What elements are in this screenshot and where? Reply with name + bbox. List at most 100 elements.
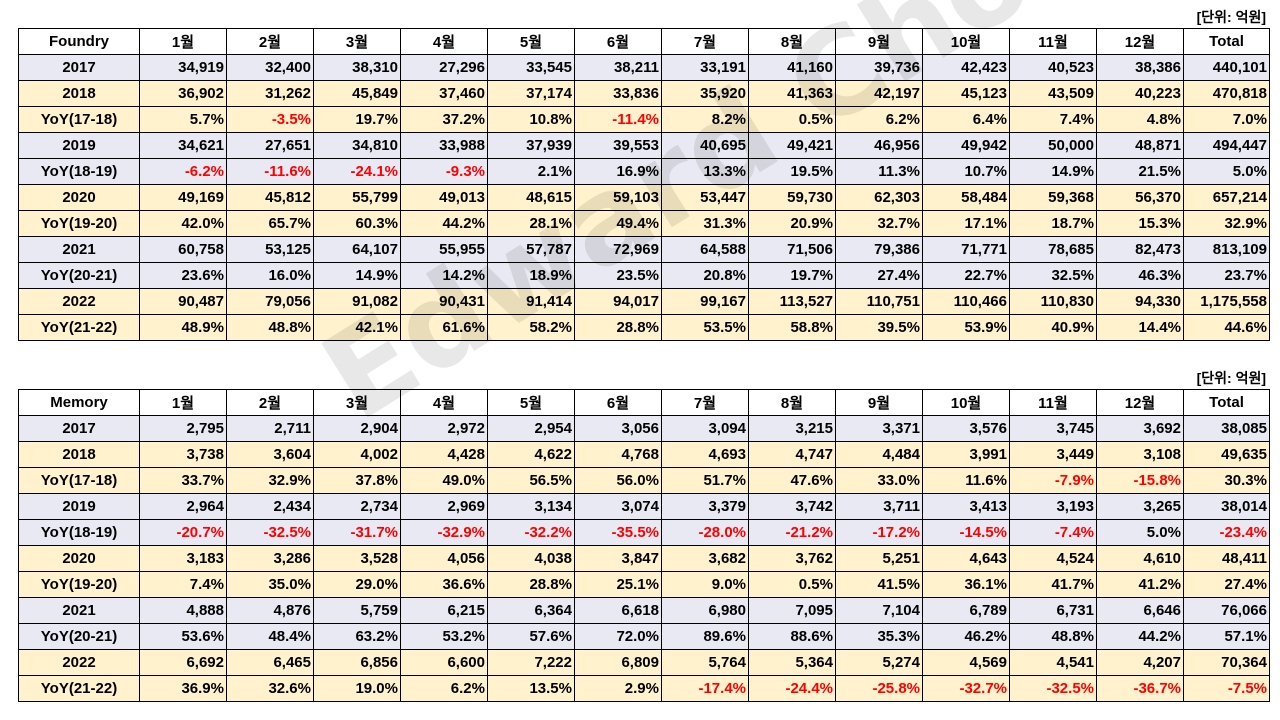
table-cell: 45,123	[922, 80, 1010, 107]
table-cell: 28.1%	[487, 210, 575, 237]
table-cell: 36.9%	[139, 675, 227, 702]
table-cell: 27.4%	[835, 262, 923, 289]
table-cell: 53.6%	[139, 623, 227, 650]
table-cell: 48,871	[1096, 132, 1184, 159]
table-cell: 2,795	[139, 415, 227, 442]
table-cell: 7.4%	[1009, 106, 1097, 133]
table-cell: 11.6%	[922, 467, 1010, 494]
table-row: 2020 3,183 3,286 3,528 4,056 4,038 3,847 3,682 3…	[18, 545, 1270, 572]
table-header-row: Memory 1월 2월 3월 4월 5월 6월 7월 8월 9월 10월 11월 12월 Total	[18, 389, 1270, 416]
table-cell: 113,527	[748, 288, 836, 315]
table-row: 2017 2,795 2,711 2,904 2,972 2,954 3,056 3,094 3…	[18, 415, 1270, 442]
table-cell: 76,066	[1183, 597, 1270, 624]
table-cell: 5.0%	[1096, 519, 1184, 546]
column-header: 10월	[922, 28, 1010, 55]
table-cell: 0.5%	[748, 571, 836, 598]
table-cell: 48,615	[487, 184, 575, 211]
table-cell: 37.2%	[400, 106, 488, 133]
table-cell: 6,692	[139, 649, 227, 676]
table-cell: 32.6%	[226, 675, 314, 702]
table-cell: 3,847	[574, 545, 662, 572]
table-cell: 3,193	[1009, 493, 1097, 520]
table-cell: -36.7%	[1096, 675, 1184, 702]
table-cell: 19.7%	[748, 262, 836, 289]
table-cell: 36.1%	[922, 571, 1010, 598]
table-row: 2022 6,692 6,465 6,856 6,600 7,222 6,809 5,764 5…	[18, 649, 1270, 676]
table-cell: 3,692	[1096, 415, 1184, 442]
row-label: YoY(18-19)	[18, 158, 140, 185]
table-row: YoY(19-20) 7.4% 35.0% 29.0% 36.6% 28.8% 25.1% 9…	[18, 571, 1270, 598]
table-cell: 28.8%	[574, 314, 662, 341]
table-cell: 4,747	[748, 441, 836, 468]
table-cell: 3,371	[835, 415, 923, 442]
table-cell: 65.7%	[226, 210, 314, 237]
table-cell: 18.9%	[487, 262, 575, 289]
table-cell: 89.6%	[661, 623, 749, 650]
table-cell: 4,484	[835, 441, 923, 468]
table-cell: 3,215	[748, 415, 836, 442]
table-cell: 34,919	[139, 54, 227, 81]
table-cell: -20.7%	[139, 519, 227, 546]
table-cell: 33,988	[400, 132, 488, 159]
table-cell: 53,125	[226, 236, 314, 263]
column-header: 3월	[313, 389, 401, 416]
table-cell: 813,109	[1183, 236, 1270, 263]
table-cell: 17.1%	[922, 210, 1010, 237]
row-label: YoY(20-21)	[18, 623, 140, 650]
table-cell: 62,303	[835, 184, 923, 211]
table-cell: 79,386	[835, 236, 923, 263]
table-cell: 99,167	[661, 288, 749, 315]
table-cell: -7.4%	[1009, 519, 1097, 546]
table-cell: 5,759	[313, 597, 401, 624]
row-label: YoY(19-20)	[18, 571, 140, 598]
table-cell: 94,017	[574, 288, 662, 315]
table-cell: 31,262	[226, 80, 314, 107]
table-cell: -24.4%	[748, 675, 836, 702]
table-cell: 49,421	[748, 132, 836, 159]
row-label: YoY(21-22)	[18, 675, 140, 702]
table-cell: 38,211	[574, 54, 662, 81]
table-cell: 82,473	[1096, 236, 1184, 263]
table-cell: -9.3%	[400, 158, 488, 185]
table-cell: 39,553	[574, 132, 662, 159]
table-row: YoY(20-21) 53.6% 48.4% 63.2% 53.2% 57.6% 72.0%…	[18, 623, 1270, 650]
table-cell: 15.3%	[1096, 210, 1184, 237]
table-cell: 57,787	[487, 236, 575, 263]
table-row: 2018 36,902 31,262 45,849 37,460 37,174 33,836…	[18, 80, 1270, 107]
table-cell: 10.8%	[487, 106, 575, 133]
table-cell: 53,447	[661, 184, 749, 211]
table-cell: 57.6%	[487, 623, 575, 650]
table-cell: 3,265	[1096, 493, 1184, 520]
table-cell: 3,762	[748, 545, 836, 572]
table-cell: 35.3%	[835, 623, 923, 650]
row-label: YoY(19-20)	[18, 210, 140, 237]
table-cell: 34,621	[139, 132, 227, 159]
table-cell: 90,487	[139, 288, 227, 315]
row-label: 2019	[18, 132, 140, 159]
table-cell: 27,651	[226, 132, 314, 159]
table-cell: 2,734	[313, 493, 401, 520]
table-title-cell: Memory	[18, 389, 140, 416]
table-cell: -21.2%	[748, 519, 836, 546]
table-cell: 59,103	[574, 184, 662, 211]
foundry-table: Foundry 1월 2월 3월 4월 5월 6월 7월 8월 9월 10월 11월 12월 Total …	[18, 28, 1270, 341]
table-cell: 53.2%	[400, 623, 488, 650]
table-cell: 49,169	[139, 184, 227, 211]
table-cell: 110,751	[835, 288, 923, 315]
table-cell: -11.4%	[574, 106, 662, 133]
row-label: 2017	[18, 54, 140, 81]
table-cell: 3,742	[748, 493, 836, 520]
table-cell: -23.4%	[1183, 519, 1270, 546]
table-cell: 4,768	[574, 441, 662, 468]
table-cell: 88.6%	[748, 623, 836, 650]
column-header: 10월	[922, 389, 1010, 416]
table-cell: 4,643	[922, 545, 1010, 572]
table-cell: -35.5%	[574, 519, 662, 546]
row-label: YoY(18-19)	[18, 519, 140, 546]
table-cell: 2,954	[487, 415, 575, 442]
table-cell: 48,411	[1183, 545, 1270, 572]
table-cell: -14.5%	[922, 519, 1010, 546]
table-row: 2021 4,888 4,876 5,759 6,215 6,364 6,618 6,980 7…	[18, 597, 1270, 624]
table-cell: 48.4%	[226, 623, 314, 650]
table-cell: 3,413	[922, 493, 1010, 520]
